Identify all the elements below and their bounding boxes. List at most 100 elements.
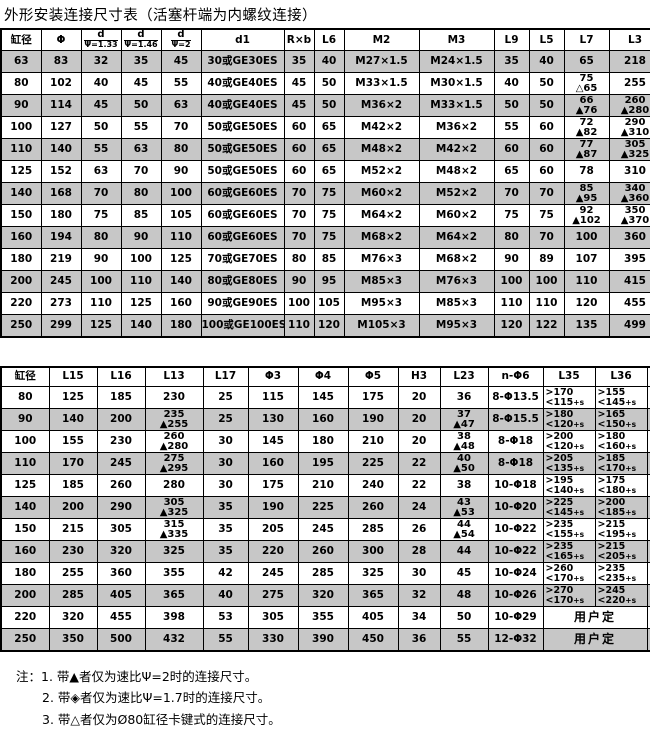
table1-cell: 70 — [283, 226, 315, 250]
note-line: 3. 带△者仅为Ø80缸径卡键式的连接尺寸。 — [42, 709, 650, 731]
table2-cell: 170 — [48, 452, 98, 476]
table2-body: 80 125 185 230 25 115 145 175 20 36 8-Φ13.5 >170 <11… — [0, 386, 650, 652]
table-row: 110 140 55 63 80 50或GE50ES 60 65 M48×2 M42×2 60 60 7… — [0, 138, 650, 162]
table1-cell: 110 — [528, 292, 565, 316]
table1-cell: 50 — [528, 72, 565, 96]
table2-cell: 55 — [439, 628, 489, 652]
table1-cell: 30或GE30ES — [200, 50, 285, 74]
table2-row-label: 100 — [0, 430, 50, 454]
table2-cell: 30 — [202, 474, 249, 498]
table2-row-label: 150 — [0, 518, 50, 542]
table2-cell: 240 — [347, 474, 399, 498]
table1-cell: 85 — [313, 248, 345, 272]
table2-cell: 190 — [347, 408, 399, 432]
table2-cell: 398 — [144, 606, 204, 630]
table-row: 80 102 40 45 55 40或GE40ES 45 50 M33×1.5 M30×1.5 40… — [0, 72, 650, 96]
table2-cell: 500 — [96, 628, 146, 652]
table1-cell: M68×2 — [418, 248, 495, 272]
table2-cell: 235 ▲255 — [144, 408, 204, 432]
table1-cell: 75 — [313, 182, 345, 206]
table2-cell: 36 — [439, 386, 489, 410]
note-line: 2. 带◈者仅为速比Ψ=1.7时的连接尺寸。 — [42, 687, 650, 709]
table2-cell: 50 — [439, 606, 489, 630]
table-row: 100 127 50 55 70 50或GE50ES 60 65 M42×2 M36×2 55 60 7… — [0, 116, 650, 140]
table2-cell: 365 — [347, 584, 399, 608]
table2-col-header-Φ3-5: Φ3 — [247, 366, 299, 388]
table2-cell: >185 <170+s — [594, 452, 648, 476]
table2-cell: 35 — [202, 518, 249, 542]
table2-col-header-L36-12: L36 — [594, 366, 648, 388]
table2-cell: 40 ▲50 — [439, 452, 489, 476]
table1-cell: 290 ▲310 — [608, 116, 650, 140]
table1-cell: 92 ▲102 — [563, 204, 610, 228]
table-row: 150 180 75 85 105 60或GE60ES 70 75 M64×2 M60×2 75 75… — [0, 204, 650, 228]
table2-cell: 10-Φ24 — [487, 562, 544, 586]
table2-cell: 200 — [48, 496, 98, 520]
table1-cell: 100 — [283, 292, 315, 316]
table1-body: 63 83 32 35 45 30或GE30ES 35 40 M27×1.5 M24×1.5 35 4… — [0, 50, 650, 338]
table-row: 250 299 125 140 180 100或GE100ES 110 120 M105×3 M9… — [0, 314, 650, 338]
table-row: 90 114 45 50 63 40或GE40ES 45 50 M36×2 M33×1.5 50 50… — [0, 94, 650, 118]
table2-cell: 185 — [48, 474, 98, 498]
table2-cell: 305 — [247, 606, 299, 630]
table2-cell: 275 — [247, 584, 299, 608]
table1-cell: 85 — [120, 204, 162, 228]
table1-cell: 50 — [493, 94, 530, 118]
table1-cell: 110 — [80, 292, 122, 316]
table2-col-header-H3-8: H3 — [397, 366, 441, 388]
table2-cell: 43 ▲53 — [439, 496, 489, 520]
table1-cell: 100 — [493, 270, 530, 294]
table2-cell: 24 — [397, 496, 441, 520]
table1-cell: 70 — [160, 116, 202, 140]
table1-cell: 80 — [160, 138, 202, 162]
table1-cell: 40 — [528, 50, 565, 74]
table1-cell: 140 — [160, 270, 202, 294]
table-row: 110 170 245 275 ▲295 30 160 195 225 22 40 ▲50 8-Φ18 >… — [0, 452, 650, 476]
table2-cell: 260 — [96, 474, 146, 498]
table1-cell: 70 — [80, 182, 122, 206]
table2-cell: >235 <155+s — [542, 518, 596, 542]
table1-cell: 65 — [313, 116, 345, 140]
table1-cell: 107 — [563, 248, 610, 272]
table1-row-label: 140 — [0, 182, 42, 206]
table2-cell: 10-Φ29 — [487, 606, 544, 630]
table2-cell: 245 — [96, 452, 146, 476]
table2-cell: 180 — [297, 430, 349, 454]
table2-cell: 330 — [247, 628, 299, 652]
table1-row-label: 160 — [0, 226, 42, 250]
table2-cell: 12-Φ32 — [487, 628, 544, 652]
table1-cell: M48×2 — [418, 160, 495, 184]
table1-cell: 50或GE50ES — [200, 138, 285, 162]
table2-row-label: 200 — [0, 584, 50, 608]
table1-cell: 120 — [493, 314, 530, 338]
table1-row-label: 100 — [0, 116, 42, 140]
table2-cell: 230 — [48, 540, 98, 564]
table1-cell: M24×1.5 — [418, 50, 495, 74]
table1-cell: 75 — [313, 204, 345, 228]
table2-cell: >225 <145+s — [542, 496, 596, 520]
table-row: 63 83 32 35 45 30或GE30ES 35 40 M27×1.5 M24×1.5 35 4… — [0, 50, 650, 74]
table2-cell: 20 — [397, 386, 441, 410]
note-text: 2. 带◈者仅为速比Ψ=1.7时的连接尺寸。 — [42, 690, 271, 706]
table1-cell: M52×2 — [418, 182, 495, 206]
table1-cell: 125 — [120, 292, 162, 316]
table2-row-label: 110 — [0, 452, 50, 476]
table1-cell: 100 — [120, 248, 162, 272]
table2-cell: 305 — [96, 518, 146, 542]
table2-cell: 8-Φ18 — [487, 452, 544, 476]
table1-cell: 55 — [80, 138, 122, 162]
table2-cell: 190 — [247, 496, 299, 520]
table2-cell: 355 — [297, 606, 349, 630]
table1-col-header-d-3: d Ψ=1.46 — [120, 28, 162, 52]
table2-cell: 10-Φ22 — [487, 518, 544, 542]
table2-cell: >205 <135+s — [542, 452, 596, 476]
table2-cell: 220 — [247, 540, 299, 564]
table2-cell: 305 ▲325 — [144, 496, 204, 520]
table1-cell: 125 — [160, 248, 202, 272]
table2-cell: 8-Φ18 — [487, 430, 544, 454]
table2-row-label: 160 — [0, 540, 50, 564]
user-defined-cell: 用户定 — [542, 628, 648, 652]
